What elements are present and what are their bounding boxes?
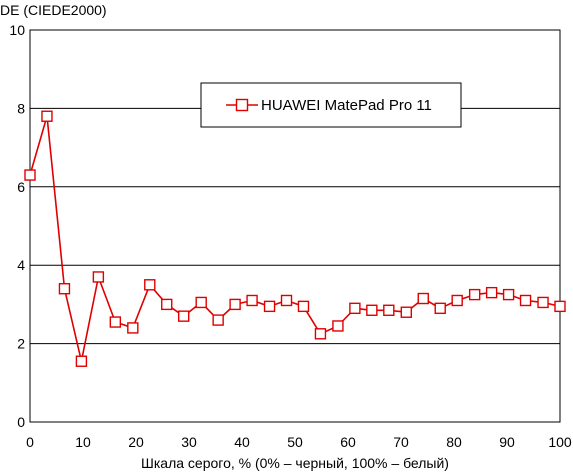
data-point [161,298,173,311]
data-point [468,288,481,301]
data-point [297,300,310,313]
data-point [554,300,566,313]
data-point [314,328,327,340]
x-tick-label: 70 [393,434,409,450]
y-tick-label: 8 [17,100,25,116]
x-tick-label: 40 [234,434,250,450]
y-tick-label: 2 [17,336,25,352]
data-point [400,306,412,318]
data-point [195,296,207,309]
x-tick-label: 100 [548,434,572,450]
data-point [24,169,36,181]
data-point [263,300,276,313]
data-point [246,294,258,307]
y-tick-label: 10 [9,22,25,38]
data-point [332,320,344,332]
x-tick-label: 0 [26,434,34,450]
legend: HUAWEI MatePad Pro 11 [200,82,462,128]
plot-frame [29,29,561,423]
x-tick-label: 30 [181,434,197,450]
data-point [485,286,498,299]
x-axis-title: Шкала серого, % (0% – черный, 100% – бел… [141,455,449,471]
data-point [212,314,224,326]
x-tick-label: 20 [128,434,144,450]
data-point [537,296,549,309]
y-tick-label: 6 [17,179,25,195]
data-point [127,322,139,334]
x-tick-labels: 0 10 20 30 40 50 60 70 80 90 100 [26,434,572,450]
series-line [29,115,561,363]
data-point [383,304,395,316]
legend-label: HUAWEI MatePad Pro 11 [261,97,432,114]
data-point [502,288,515,301]
x-tick-label: 60 [340,434,356,450]
data-point [434,302,446,315]
legend-marker [235,98,249,112]
data-point [177,310,190,322]
data-point [144,279,156,291]
data-point [75,355,88,367]
y-tick-labels: 0 2 4 6 8 10 [9,22,25,430]
y-tick-label: 0 [17,414,25,430]
data-point [41,110,53,122]
y-axis-title: DE (CIEDE2000) [0,2,107,18]
data-point [280,294,293,307]
y-tick-label: 4 [17,257,25,273]
data-point [366,304,378,316]
data-point [349,302,361,315]
x-tick-label: 10 [75,434,91,450]
data-point [109,316,122,328]
data-point [519,294,532,307]
x-tick-label: 50 [287,434,303,450]
x-tick-label: 90 [499,434,515,450]
series-layer [24,110,566,367]
data-point [451,294,463,307]
data-point [92,271,105,283]
data-point [58,283,71,295]
data-point [417,292,429,305]
data-point [229,298,241,311]
x-tick-label: 80 [446,434,462,450]
